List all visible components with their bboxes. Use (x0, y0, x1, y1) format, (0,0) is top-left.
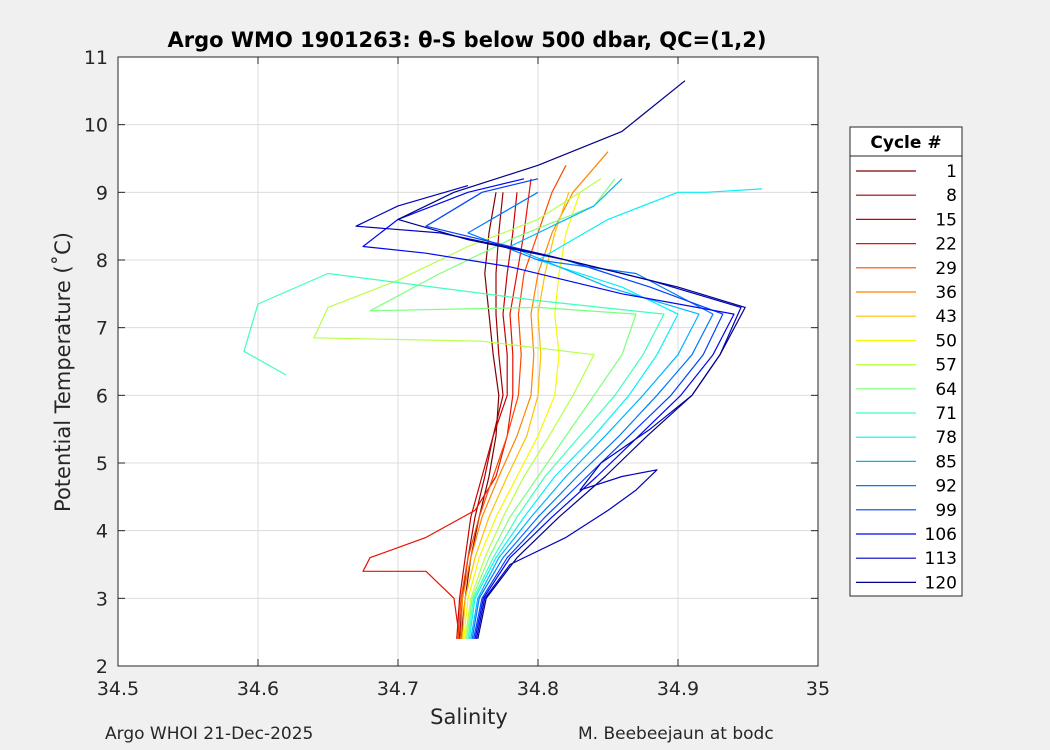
y-tick-label: 4 (96, 521, 108, 543)
series-line-cycle-78 (468, 188, 763, 639)
legend-entry-label: 43 (935, 307, 957, 327)
legend-entries: 1 8 15 22 29 36 43 50 57 64 71 78 85 92 99 106 113 120 (856, 162, 957, 593)
legend-entry-label: 113 (925, 549, 957, 569)
series-line-cycle-99 (425, 178, 724, 640)
x-tick-label: 34.8 (517, 678, 559, 700)
legend: Cycle # 18152229364350576471788592991061… (849, 126, 963, 597)
legend-entry-label: 64 (935, 380, 957, 400)
legend-entry-label: 99 (935, 501, 957, 521)
legend-entry-label: 120 (925, 573, 957, 593)
y-axis-label: Potential Temperature (˚C) (51, 232, 75, 512)
series-line-cycle-120 (397, 80, 746, 640)
legend-entry-label: 78 (935, 428, 957, 448)
x-tick-label: 34.6 (237, 678, 279, 700)
series-line-cycle-64 (369, 178, 637, 639)
plot-frame (117, 56, 819, 667)
legend-entry-label: 36 (935, 283, 957, 303)
y-tick-label: 9 (96, 182, 108, 204)
y-tick-label: 7 (96, 318, 108, 340)
x-axis-label: Salinity (430, 705, 508, 729)
legend-box (849, 126, 963, 597)
y-tick-label: 5 (96, 453, 108, 475)
legend-entry-label: 15 (935, 210, 957, 230)
legend-entry-label: 22 (935, 235, 957, 255)
legend-entry-label: 71 (935, 404, 957, 424)
plot-area (118, 57, 818, 666)
y-tick-label: 10 (84, 115, 108, 137)
legend-entry-label: 1 (946, 162, 957, 182)
chart-title: Argo WMO 1901263: θ-S below 500 dbar, QC… (168, 28, 767, 52)
x-tick-label: 34.7 (377, 678, 419, 700)
series-line-cycle-106 (362, 178, 735, 640)
y-tick-label: 8 (96, 250, 108, 272)
x-tick-label: 35 (806, 678, 830, 700)
legend-entry-label: 92 (935, 477, 957, 497)
footer-left: Argo WHOI 21-Dec-2025 (105, 724, 314, 744)
legend-entry-label: 29 (935, 259, 957, 279)
axis-ticks: 34.5 34.6 34.7 34.8 34.9 35 2 3 4 5 6 7 8 9 10 11 (84, 47, 830, 700)
legend-title: Cycle # (870, 133, 941, 153)
series-lines (243, 80, 763, 640)
legend-entry-label: 57 (935, 356, 957, 376)
x-tick-label: 34.9 (657, 678, 699, 700)
series-line-cycle-92 (467, 191, 714, 640)
y-tick-label: 2 (96, 656, 108, 678)
series-line-cycle-71 (243, 272, 665, 639)
footer-right: M. Beebeejaun at bodc (578, 724, 774, 744)
legend-entry-label: 85 (935, 452, 957, 472)
series-line-cycle-57 (313, 178, 602, 639)
legend-entry-label: 8 (946, 186, 957, 206)
x-tick-label: 34.5 (97, 678, 139, 700)
series-line-cycle-43 (461, 192, 570, 639)
series-line-cycle-36 (460, 151, 609, 639)
y-tick-label: 6 (96, 385, 108, 407)
y-tick-label: 3 (96, 588, 108, 610)
series-line-cycle-22 (362, 178, 532, 639)
legend-entry-label: 106 (925, 525, 957, 545)
y-tick-label: 11 (84, 47, 108, 69)
legend-entry-label: 50 (935, 331, 957, 351)
